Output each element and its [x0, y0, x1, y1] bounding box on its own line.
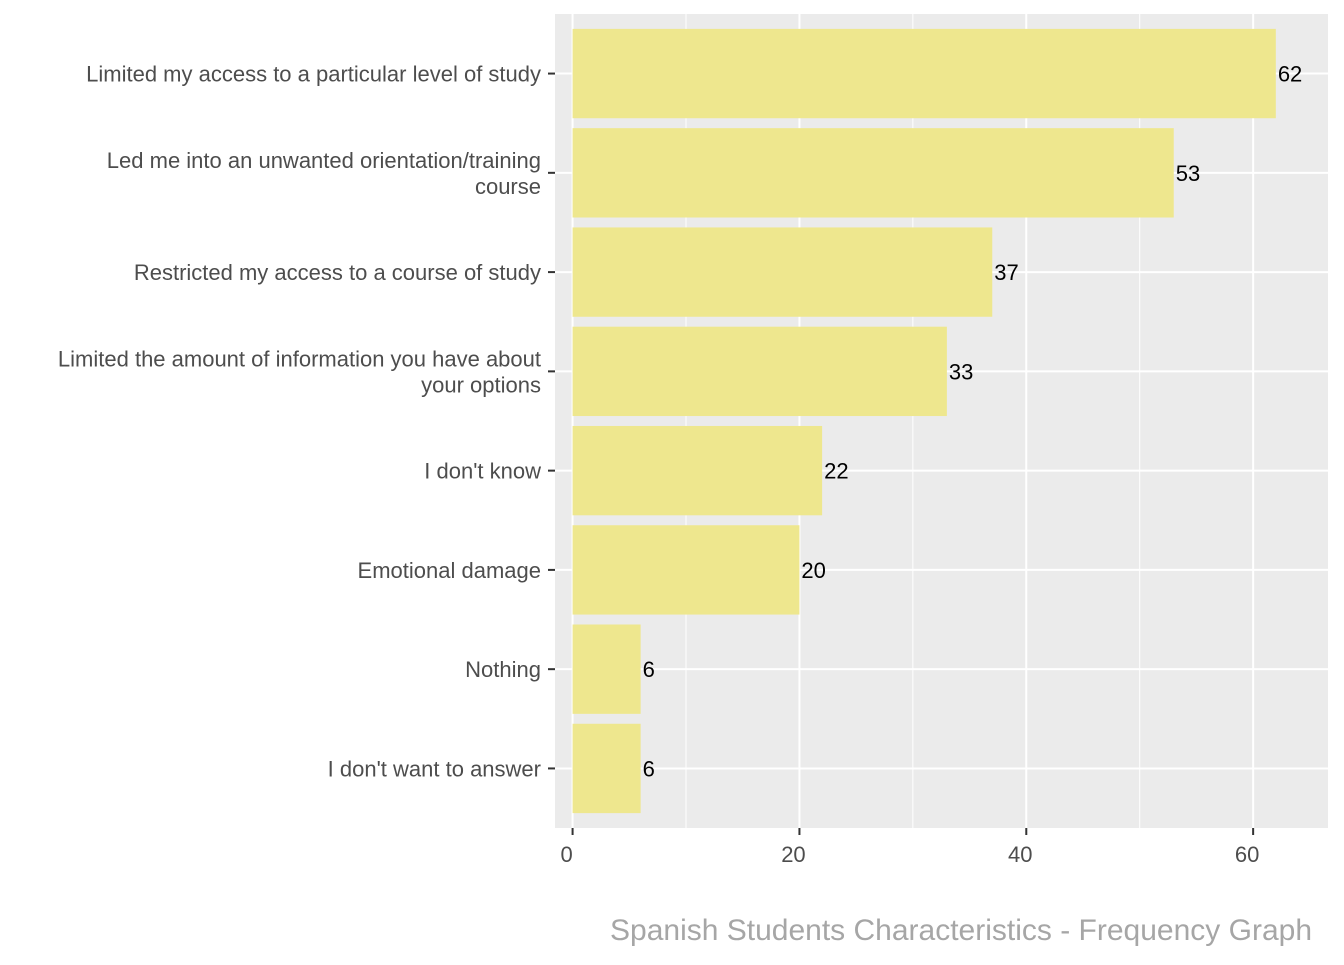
- bars: [572, 28, 1276, 814]
- y-axis: Limited my access to a particular level …: [58, 62, 555, 781]
- x-tick-label: 0: [560, 842, 572, 867]
- y-tick-label: Limited my access to a particular level …: [86, 62, 541, 87]
- y-tick-label: Restricted my access to a course of stud…: [134, 260, 541, 285]
- y-tick-label-line: Restricted my access to a course of stud…: [134, 260, 541, 285]
- y-tick-label: I don't want to answer: [328, 756, 541, 781]
- bar-value-label: 37: [994, 260, 1018, 285]
- bar: [572, 624, 641, 714]
- x-axis: 0 20 40 60: [560, 828, 1259, 867]
- bar-value-labels: 62 53 37 33 22 20 6 6: [643, 62, 1303, 782]
- bar: [572, 525, 800, 615]
- y-tick-label-line: your options: [421, 372, 541, 397]
- bar: [572, 326, 947, 417]
- bar-value-label: 53: [1176, 161, 1200, 186]
- y-tick-label-line: Nothing: [465, 657, 541, 682]
- bar: [572, 723, 641, 814]
- y-tick-label-line: Emotional damage: [358, 558, 541, 583]
- bar-value-label: 62: [1278, 62, 1302, 87]
- y-tick-label-line: I don't know: [424, 459, 541, 484]
- bar: [572, 227, 993, 317]
- y-tick-label: Limited the amount of information you ha…: [58, 346, 541, 397]
- bar: [572, 425, 823, 516]
- bar-value-label: 33: [949, 359, 973, 384]
- bar-value-label: 20: [801, 558, 825, 583]
- bar: [572, 28, 1276, 119]
- chart-caption: Spanish Students Characteristics - Frequ…: [610, 914, 1312, 947]
- y-tick-label-line: I don't want to answer: [328, 756, 541, 781]
- y-tick-label: Emotional damage: [358, 558, 541, 583]
- bar: [572, 128, 1174, 218]
- y-tick-label-line: course: [475, 174, 541, 199]
- y-tick-label-line: Limited my access to a particular level …: [86, 62, 541, 87]
- y-tick-label: Nothing: [465, 657, 541, 682]
- x-tick-label: 20: [781, 842, 805, 867]
- y-tick-label-line: Led me into an unwanted orientation/trai…: [107, 148, 541, 173]
- y-tick-label-line: Limited the amount of information you ha…: [58, 346, 541, 371]
- bar-value-label: 6: [643, 657, 655, 682]
- bar-value-label: 22: [824, 459, 848, 484]
- y-tick-label: Led me into an unwanted orientation/trai…: [107, 148, 541, 199]
- x-tick-label: 60: [1235, 842, 1259, 867]
- bar-value-label: 6: [643, 756, 655, 781]
- y-tick-label: I don't know: [424, 459, 541, 484]
- x-tick-label: 40: [1008, 842, 1032, 867]
